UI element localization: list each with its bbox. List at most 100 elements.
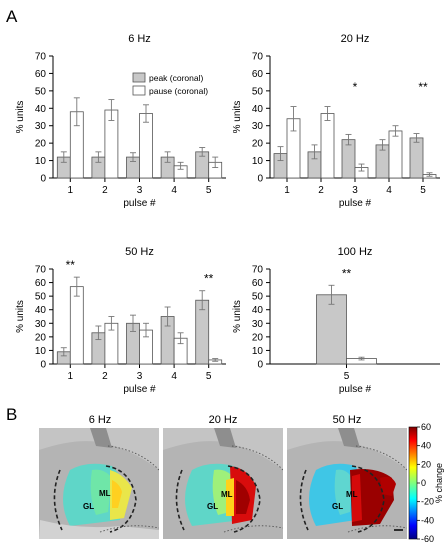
y-axis-label: % units [15, 300, 26, 333]
y-tick-label: 10 [252, 156, 264, 167]
chart-title: 100 Hz [338, 246, 373, 258]
y-tick-label: 70 [35, 265, 47, 276]
y-tick-label: 30 [252, 319, 264, 330]
y-tick-label: 0 [257, 174, 263, 185]
colorbar-label: % change [434, 463, 444, 503]
bar-pause [139, 113, 153, 179]
chart-20hz: 20 Hz 0 10 20 30 40 50 60 70 % units 1 2 3 4 5 pulse # *… [232, 33, 440, 209]
y-axis-label: % units [232, 101, 243, 134]
y-tick-label: 20 [35, 139, 47, 150]
y-tick-label: 30 [252, 121, 264, 132]
y-axis-label: % units [232, 300, 243, 333]
significance-marker: * [353, 80, 358, 94]
x-tick-label: 3 [352, 185, 358, 196]
y-tick-label: 60 [252, 69, 264, 80]
region-label-gl-20hz: GL [207, 502, 218, 511]
y-tick-label: 30 [35, 319, 47, 330]
region-label-gl-6hz: GL [83, 502, 94, 511]
chart-title: 20 Hz [341, 33, 370, 45]
y-tick-label: 70 [35, 52, 47, 63]
legend-swatch-peak [132, 72, 146, 83]
y-tick-label: 60 [35, 278, 47, 289]
colorbar-tick-label: 40 [421, 441, 431, 451]
y-tick-label: 50 [35, 292, 47, 303]
x-tick-label: 5 [344, 371, 350, 382]
chart-title: 6 Hz [128, 33, 151, 45]
y-tick-label: 30 [35, 121, 47, 132]
x-tick-label: 1 [284, 185, 290, 196]
y-tick-label: 70 [252, 265, 264, 276]
y-tick-label: 20 [35, 332, 47, 343]
colorbar-tick-label: 0 [421, 478, 426, 488]
heatmap-6hz: ML GL [39, 428, 159, 539]
legend-swatch-pause [132, 85, 146, 96]
x-tick-label: 5 [206, 371, 212, 382]
y-tick-label: 50 [35, 86, 47, 97]
x-tick-label: 2 [318, 185, 324, 196]
x-tick-label: 3 [137, 185, 143, 196]
panel-label-a: A [6, 7, 18, 26]
heatmap-20hz: ML GL [163, 428, 283, 539]
region-label-gl-50hz: GL [332, 502, 343, 511]
x-tick-label: 4 [386, 185, 392, 196]
legend-label-peak: peak (coronal) [149, 73, 204, 83]
significance-marker: ** [204, 272, 214, 286]
y-tick-label: 10 [35, 156, 47, 167]
x-tick-label: 4 [171, 185, 177, 196]
y-tick-label: 60 [35, 69, 47, 80]
bar-peak [316, 294, 347, 365]
x-axis-label: pulse # [123, 198, 156, 209]
colorbar-ticks: 60 40 20 0 -20 -40 -60 [417, 422, 434, 544]
region-label-ml-50hz: ML [346, 490, 358, 499]
x-tick-label: 1 [68, 371, 74, 382]
colorbar-tick-label: -40 [421, 515, 434, 525]
y-tick-label: 40 [252, 305, 264, 316]
y-tick-label: 10 [35, 346, 47, 357]
heatmap-50hz: ML GL [287, 428, 407, 539]
x-tick-label: 3 [137, 371, 143, 382]
y-tick-label: 40 [252, 104, 264, 115]
panel-label-b: B [6, 405, 17, 424]
y-axis-label: % units [15, 101, 26, 134]
region-label-ml-6hz: ML [99, 489, 111, 498]
bar-pause [320, 113, 335, 179]
region-label-ml-20hz: ML [221, 490, 233, 499]
x-tick-label: 5 [206, 185, 212, 196]
y-tick-label: 40 [35, 305, 47, 316]
colorbar: 60 40 20 0 -20 -40 -60 % change [408, 422, 444, 544]
x-axis-label: pulse # [339, 384, 372, 395]
colorbar-tick-label: -20 [421, 497, 434, 507]
y-tick-label: 50 [252, 292, 264, 303]
y-tick-label: 20 [252, 332, 264, 343]
colorbar-tick-label: 20 [421, 459, 431, 469]
y-tick-label: 0 [257, 360, 263, 371]
y-tick-label: 50 [252, 86, 264, 97]
y-tick-label: 40 [35, 104, 47, 115]
x-tick-label: 2 [102, 185, 108, 196]
y-tick-label: 60 [252, 278, 264, 289]
y-tick-label: 0 [40, 174, 46, 185]
x-tick-label: 5 [420, 185, 426, 196]
heatmap-title-6hz: 6 Hz [89, 414, 112, 426]
chart-50hz: 50 Hz 0 10 20 30 40 50 60 70 % units 1 2 3 4 5 pulse # *… [15, 246, 226, 395]
bar-pause [388, 130, 403, 179]
colorbar-gradient [408, 426, 418, 540]
heatmap-title-50hz: 50 Hz [333, 414, 362, 426]
chart-title: 50 Hz [125, 246, 154, 258]
colorbar-tick-label: -60 [421, 534, 434, 544]
y-tick-label: 0 [40, 360, 46, 371]
legend: peak (coronal) pause (coronal) [132, 72, 208, 96]
x-tick-label: 2 [102, 371, 108, 382]
chart-100hz: 100 Hz 0 10 20 30 40 50 60 70 % units 5 pulse # ** [232, 246, 440, 395]
significance-marker: ** [418, 80, 428, 94]
bar-peak [341, 139, 356, 179]
x-axis-label: pulse # [339, 198, 372, 209]
bar-pause [69, 286, 84, 365]
y-tick-label: 70 [252, 52, 264, 63]
legend-label-pause: pause (coronal) [149, 86, 208, 96]
heatmap-title-20hz: 20 Hz [209, 414, 238, 426]
significance-marker: ** [66, 258, 76, 272]
x-tick-label: 4 [171, 371, 177, 382]
bar-peak [409, 137, 424, 179]
